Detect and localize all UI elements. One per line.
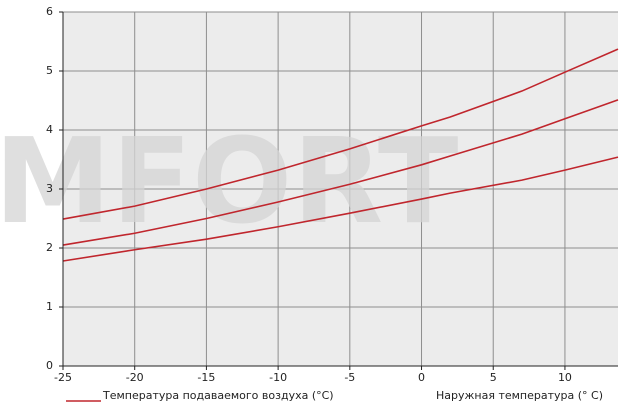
y-tick-label: 1 xyxy=(46,300,53,313)
y-tick-label: 4 xyxy=(46,123,53,136)
x-tick-label: -10 xyxy=(269,371,287,384)
x-tick-label: 0 xyxy=(418,371,425,384)
watermark: MFORT xyxy=(0,112,458,250)
x-tick-label: 5 xyxy=(490,371,497,384)
lines xyxy=(62,48,619,262)
x-tick-label: -15 xyxy=(197,371,215,384)
data-line xyxy=(62,48,619,220)
data-line xyxy=(62,99,619,246)
legend-label: Температура подаваемого воздуха (°C) xyxy=(102,389,334,402)
x-tick-label: -25 xyxy=(54,371,72,384)
x-tick-label: -20 xyxy=(126,371,144,384)
y-tick-label: 2 xyxy=(46,241,53,254)
x-tick-label: -5 xyxy=(344,371,355,384)
x-tick-label: 10 xyxy=(558,371,572,384)
y-tick-label: 5 xyxy=(46,64,53,77)
x-axis-label: Наружная температура (° C) xyxy=(436,389,603,402)
y-tick-label: 6 xyxy=(46,5,53,18)
y-tick-label: 3 xyxy=(46,182,53,195)
y-tick-label: 0 xyxy=(46,359,53,372)
data-line xyxy=(62,156,619,262)
